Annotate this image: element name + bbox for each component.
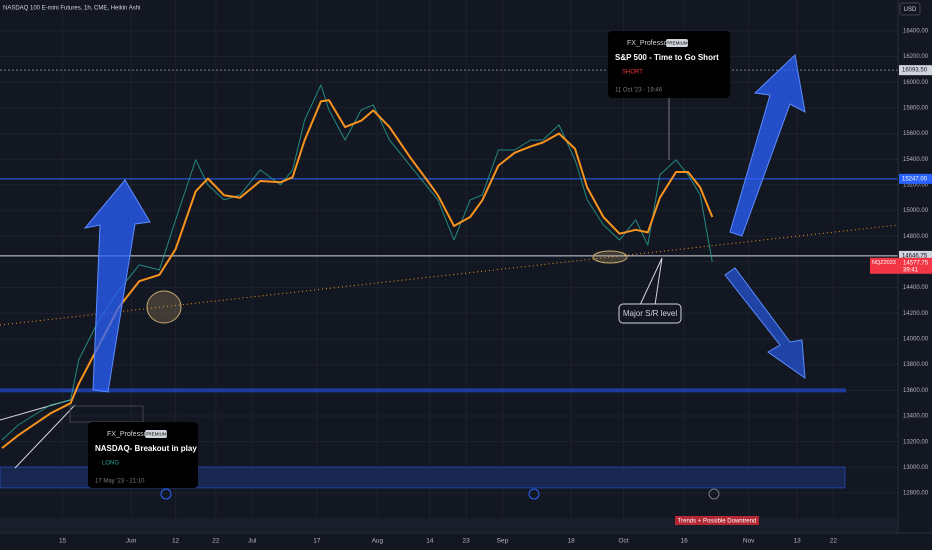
idea-card[interactable]: FX_Professor PREMIUM S&P 500 - Time to G… [608,31,730,98]
highlight-ellipse [146,290,182,324]
card-title: S&P 500 - Time to Go Short [615,53,719,62]
footer-label-bg [675,516,759,525]
card-direction: LONG [102,461,119,467]
last-price-label: 14577.75 [903,260,929,266]
highlight-ellipse [592,250,628,264]
level-label: 14646.75 [902,254,928,260]
y-tick-label: 12800.00 [903,491,929,497]
card-date: 11 Oct '23 - 19:46 [615,88,663,94]
card-author: FX_Professor [107,431,150,438]
zone [0,466,846,489]
y-tick-label: 14200.00 [903,311,929,317]
currency-box[interactable] [899,2,921,16]
price-axis [898,0,932,550]
x-tick-label: 14 [426,538,434,545]
y-tick-label: 13000.00 [903,465,929,471]
idea-card[interactable]: FX_Professor PREMIUM NASDAQ- Breakout in… [88,422,198,488]
card-author: FX_Professor [627,40,670,47]
axis-labels: 12800.00 13000.00 13200.00 13400.00 13600.00… [59,28,932,545]
badge-bg [666,39,688,47]
x-tick-label: Jul [248,538,257,545]
event-icon[interactable] [528,488,540,500]
x-tick-label: 15 [59,538,67,545]
y-tick-label: 16200.00 [903,54,929,60]
x-tick-label: 22 [212,538,220,545]
badge-bg [145,430,167,438]
wedge-line [14,404,76,469]
y-tick-label: 15000.00 [903,208,929,214]
card-title: NASDAQ- Breakout in play [95,444,197,453]
series-line [1,84,713,441]
card-badge: PREMIUM [145,432,167,437]
x-tick-label: Nov [743,538,755,545]
y-tick-label: 13200.00 [903,439,929,445]
event-icon[interactable] [160,488,172,500]
x-tick-label: 18 [567,538,575,545]
y-tick-label: 15400.00 [903,157,929,163]
callout-box [618,303,682,324]
event-icon[interactable] [708,488,720,500]
up-arrow [83,179,151,393]
x-tick-label: Jun [126,538,137,545]
card-badge: PREMIUM [666,41,688,46]
callout-label: Major S/R level [623,309,677,318]
zones [0,466,846,489]
y-tick-label: 13800.00 [903,362,929,368]
level-label-bg [899,65,932,76]
y-tick-label: 15200.00 [903,182,929,188]
trend-line [0,224,899,326]
y-tick-label: 15800.00 [903,105,929,111]
y-tick-label: 14000.00 [903,337,929,343]
y-tick-label: 14400.00 [903,285,929,291]
levels [0,69,898,393]
level-label-bg [899,173,932,184]
level-label: 16093.50 [902,68,928,74]
chart-title: NASDAQ 100 E-mini Futures, 1h, CME, Heik… [3,6,140,12]
currency: USD [904,7,917,13]
x-tick-label: 13 [793,538,801,545]
price-lines [1,84,714,449]
card-direction: SHORT [622,70,643,76]
x-tick-label: 22 [830,538,838,545]
x-tick-label: 23 [463,538,471,545]
up-arrow [729,53,806,237]
last-price-symbol: NQZ2023 [872,260,896,266]
x-tick-label: Sep [497,538,509,545]
x-tick-label: Oct [618,538,628,545]
level-label: 15247.00 [902,176,928,182]
x-tick-label: Aug [372,538,384,545]
y-tick-label: 15600.00 [903,131,929,137]
last-price-bg [870,257,932,274]
y-tick-label: 13600.00 [903,388,929,394]
last-price-timer: 39:41 [903,267,919,273]
y-tick-label: 16400.00 [903,28,929,34]
footer-label: Trends + Possible Downtrend [678,519,757,525]
card-date: 17 May '23 - 21:10 [95,479,145,485]
y-tick-label: 13400.00 [903,414,929,420]
y-tick-label: 14800.00 [903,234,929,240]
series-line [1,99,714,449]
x-tick-label: 12 [172,538,180,545]
down-arrow [724,267,806,380]
card-bg [608,31,730,98]
card-bg [88,422,198,488]
y-tick-label: 16000.00 [903,80,929,86]
level-label-bg [899,250,932,261]
x-tick-label: 17 [313,538,321,545]
x-tick-label: 16 [680,538,688,545]
volume-strip [0,518,898,532]
